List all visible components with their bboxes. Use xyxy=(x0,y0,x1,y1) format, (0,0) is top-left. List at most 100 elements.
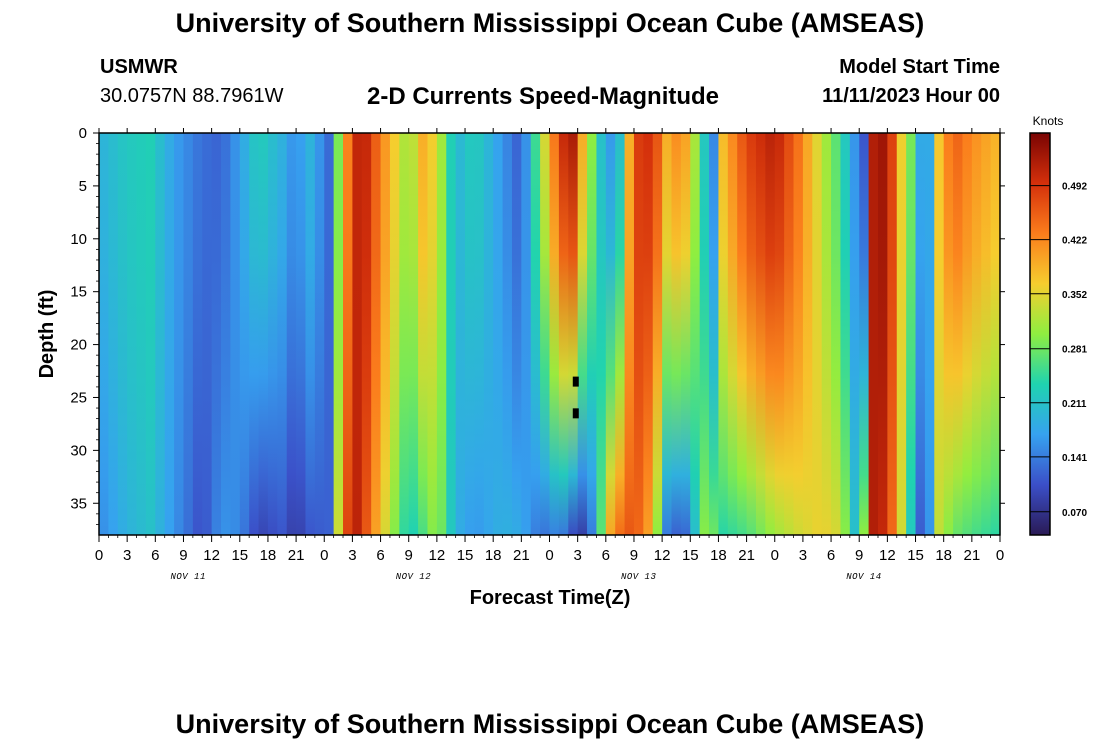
heatmap-column xyxy=(408,133,419,535)
colorbar-tick-label: 0.422 xyxy=(1062,236,1087,247)
heatmap-column xyxy=(953,133,964,535)
heatmap-column xyxy=(784,133,795,535)
heatmap-column xyxy=(934,133,945,535)
heatmap-column xyxy=(680,133,691,535)
heatmap-column xyxy=(474,133,485,535)
heatmap-column xyxy=(314,133,325,535)
heatmap-column xyxy=(530,133,541,535)
y-tick-label: 10 xyxy=(70,231,87,248)
x-tick-label: 9 xyxy=(855,547,863,564)
heatmap-column xyxy=(821,133,832,535)
x-tick-label: 3 xyxy=(123,547,131,564)
y-tick-label: 30 xyxy=(70,442,87,459)
x-tick-label: 18 xyxy=(935,547,952,564)
heatmap-column xyxy=(221,133,231,535)
x-tick-label: 0 xyxy=(320,547,328,564)
colorbar-tick-label: 0.492 xyxy=(1062,182,1087,193)
x-tick-label: 15 xyxy=(457,547,474,564)
heatmap-column xyxy=(192,133,203,535)
heatmap-column xyxy=(896,133,907,535)
missing-data-cell xyxy=(572,376,579,387)
heatmap-column xyxy=(446,133,457,535)
model-start-value: 11/11/2023 Hour 00 xyxy=(822,85,1000,107)
day-label: NOV 14 xyxy=(846,572,881,582)
heatmap-column xyxy=(577,133,588,535)
colorbar-tick-label: 0.070 xyxy=(1062,508,1087,519)
x-tick-label: 6 xyxy=(602,547,610,564)
colorbar-tick-label: 0.352 xyxy=(1062,290,1087,301)
heatmap-column xyxy=(981,133,992,535)
heatmap-column xyxy=(859,133,870,535)
heatmap-column xyxy=(502,133,513,535)
heatmap-column xyxy=(145,133,156,535)
x-tick-label: 21 xyxy=(288,547,305,564)
colorbar-unit: Knots xyxy=(1033,114,1064,128)
x-tick-label: 18 xyxy=(710,547,727,564)
heatmap-column xyxy=(371,133,382,535)
heatmap-column xyxy=(136,133,147,535)
colorbar-tick-label: 0.211 xyxy=(1062,399,1087,410)
x-tick-label: 15 xyxy=(907,547,924,564)
x-tick-label: 15 xyxy=(682,547,699,564)
heatmap-column xyxy=(755,133,766,535)
heatmap-column xyxy=(924,133,935,535)
model-start-label: Model Start Time xyxy=(839,56,1000,78)
heatmap-column xyxy=(718,133,729,535)
day-label: NOV 12 xyxy=(396,572,432,582)
missing-data-markers xyxy=(572,376,579,419)
heatmap-column xyxy=(399,133,410,535)
x-tick-label: 12 xyxy=(654,547,671,564)
y-tick-label: 5 xyxy=(79,178,87,195)
heatmap-column xyxy=(296,133,307,535)
heatmap-column xyxy=(389,133,400,535)
x-tick-label: 0 xyxy=(545,547,553,564)
missing-data-cell xyxy=(572,408,579,419)
x-tick-label: 12 xyxy=(879,547,896,564)
heatmap-column xyxy=(943,133,954,535)
heatmap-column xyxy=(727,133,738,535)
heatmap-column xyxy=(868,133,879,535)
x-tick-label: 18 xyxy=(485,547,502,564)
heatmap-column xyxy=(99,133,109,535)
footer-title: University of Southern Mississippi Ocean… xyxy=(175,709,925,739)
x-tick-label: 6 xyxy=(376,547,384,564)
heatmap-column xyxy=(465,133,476,535)
x-tick-label: 3 xyxy=(799,547,807,564)
heatmap-column xyxy=(746,133,757,535)
x-tick-label: 0 xyxy=(996,547,1004,564)
heatmap-column xyxy=(239,133,250,535)
heatmap-column xyxy=(877,133,888,535)
x-tick-label: 9 xyxy=(630,547,638,564)
heatmap-column xyxy=(286,133,297,535)
heatmap-column xyxy=(249,133,260,535)
heatmap-column xyxy=(267,133,278,535)
x-tick-label: 0 xyxy=(95,547,103,564)
heatmap-column xyxy=(427,133,438,535)
heatmap-column xyxy=(587,133,598,535)
heatmap-column xyxy=(418,133,429,535)
heatmap-column xyxy=(436,133,447,535)
heatmap-column xyxy=(455,133,466,535)
y-tick-label: 35 xyxy=(70,495,87,512)
x-tick-label: 6 xyxy=(827,547,835,564)
heatmap-column xyxy=(671,133,682,535)
heatmap-column xyxy=(709,133,720,535)
heatmap-column xyxy=(155,133,166,535)
heatmap-column xyxy=(333,133,344,535)
heatmap-column xyxy=(558,133,569,535)
heatmap-column xyxy=(840,133,851,535)
heatmap-column xyxy=(906,133,917,535)
x-tick-label: 12 xyxy=(203,547,220,564)
heatmap-column xyxy=(258,133,269,535)
heatmap-column xyxy=(324,133,335,535)
colorbar-tick-label: 0.281 xyxy=(1062,345,1087,356)
x-tick-label: 21 xyxy=(513,547,530,564)
y-axis-label: Depth (ft) xyxy=(36,290,58,379)
y-tick-label: 25 xyxy=(70,389,87,406)
heatmap-column xyxy=(380,133,391,535)
chart-axes: 0 3 6 9 12 15 18 21 0 3 6 9 12 15 18 21 0 3 6 9 12 15 18 21 0 3 6 9… xyxy=(70,125,1005,582)
y-tick-label: 0 xyxy=(79,125,87,142)
heatmap-column xyxy=(352,133,363,535)
heatmap-column xyxy=(202,133,213,535)
heatmap-column xyxy=(549,133,560,535)
